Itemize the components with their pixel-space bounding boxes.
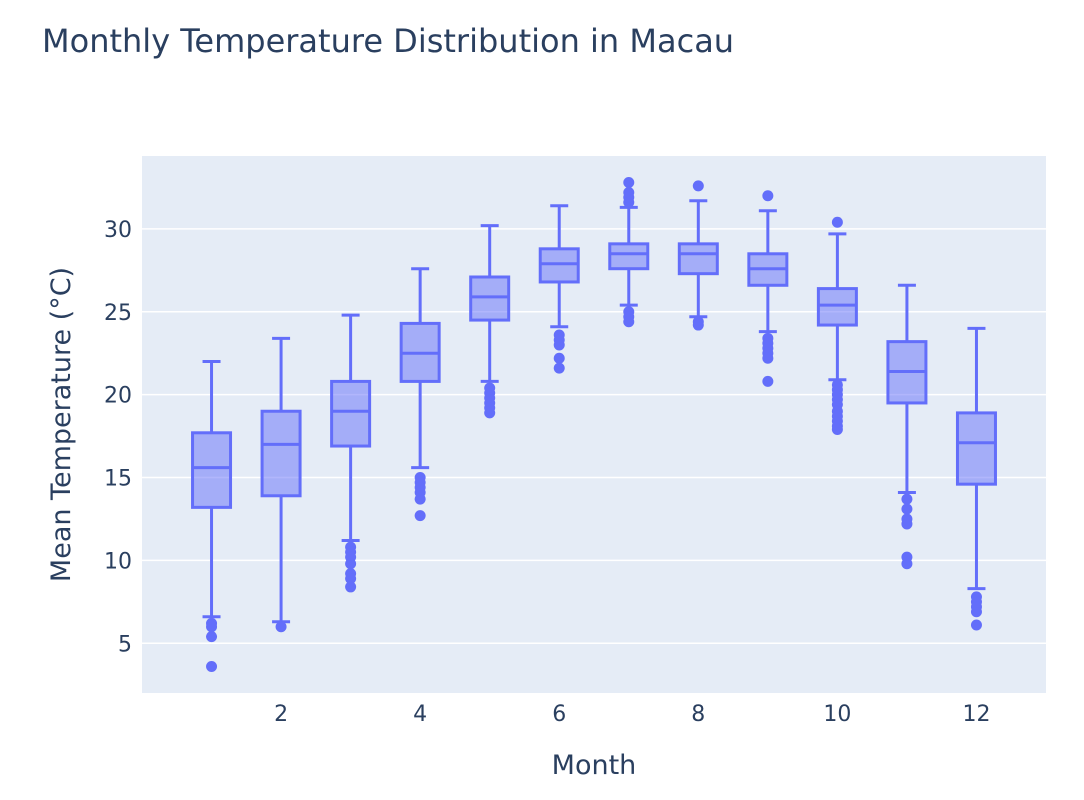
y-tick-label: 15 (104, 467, 132, 492)
box-month-10 (816, 216, 858, 435)
iqr-box (816, 287, 858, 327)
outlier-point (553, 339, 565, 351)
outlier-point (206, 660, 218, 672)
x-tick-label: 4 (413, 702, 427, 727)
outlier-point (623, 177, 635, 189)
y-tick-label: 25 (104, 301, 132, 326)
outlier-point (970, 619, 982, 631)
outlier-point (345, 573, 357, 585)
iqr-box (191, 431, 233, 509)
outlier-point (623, 186, 635, 198)
outlier-point (692, 180, 704, 192)
outlier-point (692, 319, 704, 331)
outlier-point (623, 316, 635, 328)
y-tick-label: 30 (104, 218, 132, 243)
outlier-point (414, 510, 426, 522)
outlier-point (762, 375, 774, 387)
box-month-9 (747, 190, 789, 387)
outlier-point (275, 621, 287, 633)
outlier-point (970, 606, 982, 618)
x-tick-label: 2 (274, 702, 288, 727)
outlier-point (762, 352, 774, 364)
outlier-point (345, 581, 357, 593)
outlier-point (901, 558, 913, 570)
outlier-point (901, 503, 913, 515)
y-axis-title: Mean Temperature (°C) (46, 267, 77, 582)
outlier-point (901, 493, 913, 505)
iqr-box (677, 242, 719, 276)
box-month-11 (886, 283, 928, 570)
box-month-3 (330, 313, 372, 593)
box-month-5 (469, 224, 511, 419)
x-tick-label: 12 (962, 702, 990, 727)
box-month-1 (191, 360, 233, 672)
box-month-4 (399, 267, 441, 522)
outlier-point (553, 352, 565, 364)
outlier-point (553, 362, 565, 374)
box-month-12 (955, 326, 997, 631)
iqr-box (469, 275, 511, 322)
outlier-point (762, 190, 774, 202)
iqr-box (608, 242, 650, 271)
iqr-box (955, 411, 997, 486)
x-tick-label: 6 (552, 702, 566, 727)
x-tick-labels: 2 4 6 8 10 12 (274, 702, 990, 727)
x-axis-title: Month (552, 750, 637, 781)
box-month-6 (538, 204, 580, 374)
y-tick-label: 20 (104, 384, 132, 409)
outlier-point (206, 621, 218, 633)
x-tick-label: 10 (823, 702, 851, 727)
outlier-point (831, 423, 843, 435)
chart-title: Monthly Temperature Distribution in Maca… (42, 22, 735, 60)
y-tick-label: 10 (104, 549, 132, 574)
outlier-point (831, 216, 843, 228)
y-tick-label: 5 (118, 632, 132, 657)
y-tick-labels: 5 10 15 20 25 30 (104, 218, 132, 657)
outlier-point (345, 558, 357, 570)
outlier-point (206, 631, 218, 643)
x-tick-label: 8 (691, 702, 705, 727)
iqr-box (330, 379, 372, 448)
outlier-point (484, 407, 496, 419)
box-month-7 (608, 177, 650, 328)
box-month-8 (677, 180, 719, 331)
iqr-box (260, 409, 302, 498)
iqr-box (538, 247, 580, 284)
outlier-point (414, 493, 426, 505)
outlier-point (901, 518, 913, 530)
box-month-2 (260, 336, 302, 633)
boxes (191, 177, 997, 672)
